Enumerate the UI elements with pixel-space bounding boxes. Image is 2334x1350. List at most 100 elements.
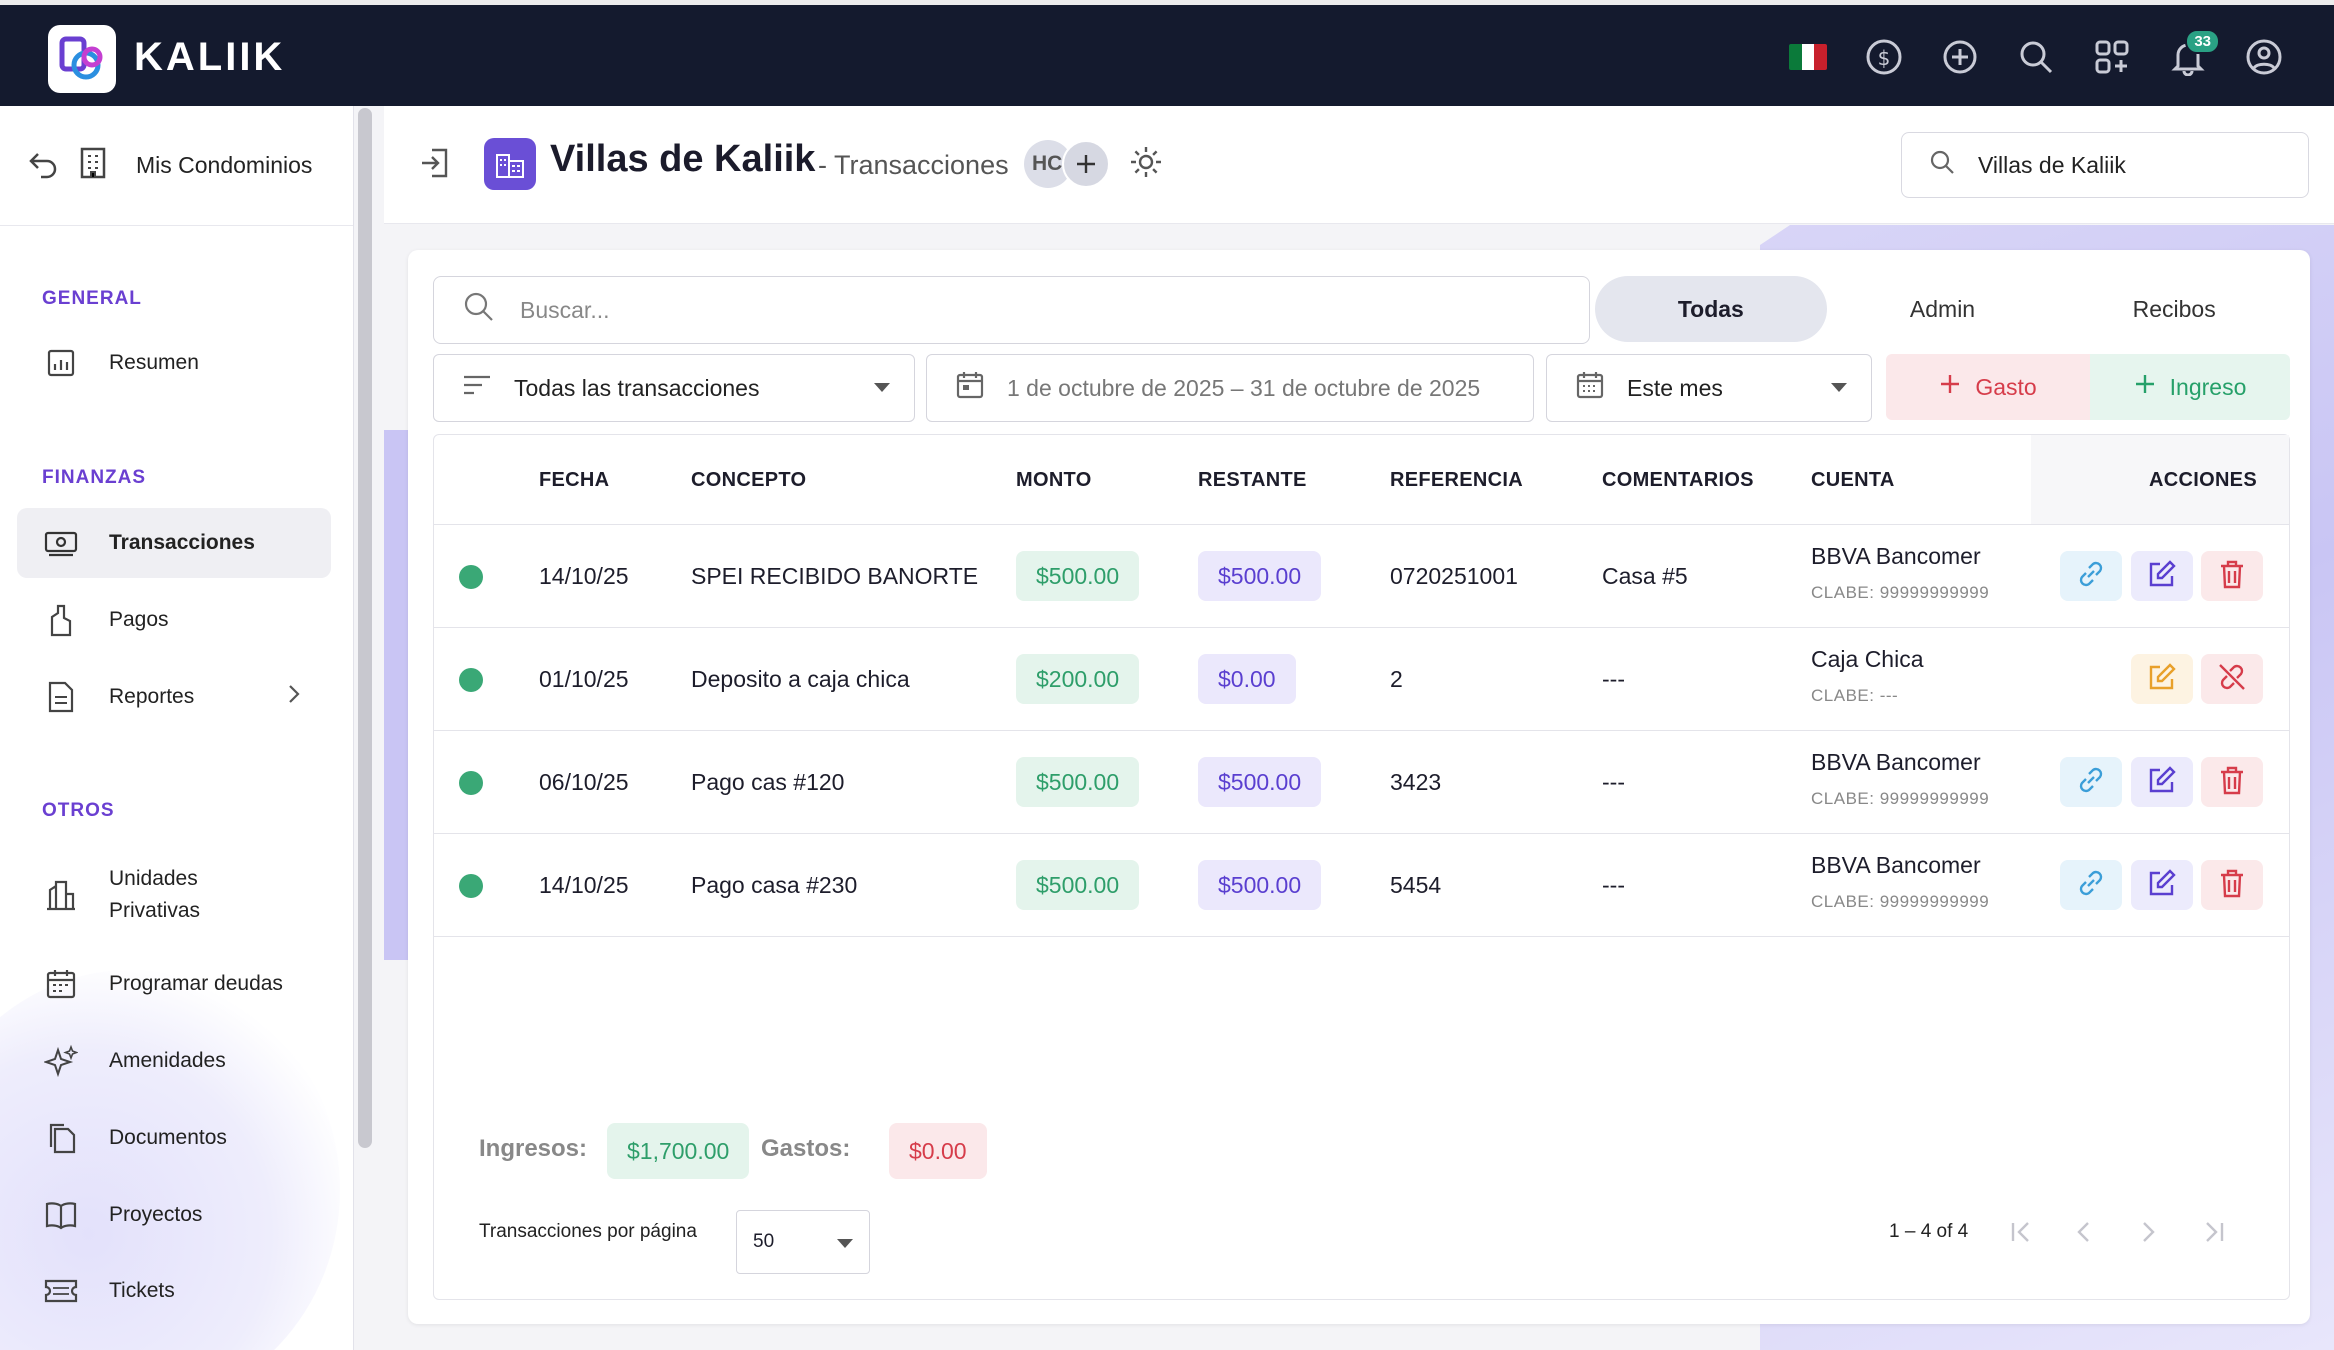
transactions-search-input[interactable]: Buscar...: [433, 276, 1590, 344]
sidebar-item-resumen[interactable]: Resumen: [17, 328, 331, 398]
hand-pay-icon: [43, 602, 79, 638]
table-row[interactable]: 14/10/25 Pago casa #230 $500.00 $500.00 …: [434, 834, 2289, 937]
add-gasto-button[interactable]: Gasto: [1886, 354, 2090, 420]
sidebar-item-documentos[interactable]: Documentos: [17, 1103, 331, 1173]
delete-button[interactable]: [2201, 860, 2263, 910]
tab-todas[interactable]: Todas: [1595, 276, 1827, 342]
unidades-line1: Unidades: [109, 867, 198, 890]
sidebar-item-unidades-privativas[interactable]: Unidades Privativas: [17, 852, 331, 938]
sidebar-item-tickets[interactable]: Tickets: [17, 1256, 331, 1326]
book-icon: [43, 1197, 79, 1233]
collapse-sidebar-icon[interactable]: [418, 146, 452, 185]
plus-icon: [1939, 373, 1961, 401]
add-ingreso-button[interactable]: Ingreso: [2090, 354, 2290, 420]
kaliik-logo-icon[interactable]: [48, 25, 116, 93]
tab-admin[interactable]: Admin: [1909, 295, 1976, 322]
row-concepto: SPEI RECIBIDO BANORTE: [691, 563, 979, 589]
trash-icon: [2217, 558, 2247, 595]
row-clabe: CLABE: 99999999999: [1811, 892, 1990, 911]
table-header: FECHA CONCEPTO MONTO RESTANTE REFERENCIA…: [434, 435, 2289, 525]
per-page-select[interactable]: 50: [736, 1210, 870, 1274]
back-arrow-icon[interactable]: [26, 146, 60, 185]
search-icon: [462, 290, 496, 330]
transaction-type-select[interactable]: Todas las transacciones: [433, 354, 915, 422]
row-restante: $500.00: [1198, 551, 1322, 601]
edit-button[interactable]: [2131, 551, 2193, 601]
prev-page-icon[interactable]: [2074, 1219, 2094, 1250]
status-dot: [459, 668, 483, 692]
status-dot: [459, 771, 483, 795]
condo-search-value: Villas de Kaliik: [1978, 151, 2126, 178]
period-select[interactable]: Este mes: [1546, 354, 1872, 422]
delete-button[interactable]: [2201, 757, 2263, 807]
chevron-down-icon: [874, 383, 890, 392]
sidebar-item-label: Transacciones: [109, 531, 255, 554]
col-referencia[interactable]: REFERENCIA: [1390, 469, 1524, 491]
link-button[interactable]: [2060, 551, 2122, 601]
edit-button[interactable]: [2131, 757, 2193, 807]
add-member-button[interactable]: [1062, 140, 1110, 188]
table-row[interactable]: 01/10/25 Deposito a caja chica $200.00 $…: [434, 628, 2289, 731]
link-button[interactable]: [2060, 860, 2122, 910]
back-to-condos[interactable]: Mis Condominios: [0, 106, 353, 226]
back-label: Mis Condominios: [136, 152, 313, 178]
notifications-bell-icon[interactable]: 33: [2166, 29, 2220, 79]
date-range-input[interactable]: 1 de octubre de 2025 – 31 de octubre de …: [926, 354, 1534, 422]
row-clabe: CLABE: 99999999999: [1811, 583, 1990, 602]
sidebar-scrollbar[interactable]: [358, 108, 372, 1148]
calendar-icon: [43, 966, 79, 1002]
filter-lines-icon: [462, 373, 492, 403]
row-restante: $500.00: [1198, 860, 1322, 910]
chevron-right-icon[interactable]: [287, 683, 301, 711]
sparkles-icon: [43, 1043, 79, 1079]
mexico-flag-icon[interactable]: [1786, 35, 1830, 79]
sidebar-item-label: Reportes: [109, 685, 195, 708]
currency-exchange-icon[interactable]: $: [1862, 35, 1906, 79]
table-row[interactable]: 14/10/25 SPEI RECIBIDO BANORTE $500.00 $…: [434, 525, 2289, 628]
add-circle-icon[interactable]: [1938, 35, 1982, 79]
col-concepto[interactable]: CONCEPTO: [691, 469, 807, 491]
ingresos-total: $1,700.00: [607, 1123, 750, 1179]
next-page-icon[interactable]: [2138, 1219, 2158, 1250]
top-bar: KALIIK $ 33: [0, 0, 2334, 106]
condo-search-input[interactable]: Villas de Kaliik: [1901, 132, 2309, 198]
sidebar-item-reportes[interactable]: Reportes: [17, 662, 331, 732]
search-icon: [1928, 148, 1956, 182]
link-button[interactable]: [2060, 757, 2122, 807]
search-icon[interactable]: [2014, 35, 2058, 79]
edit-button[interactable]: [2131, 860, 2193, 910]
row-monto: $500.00: [1016, 757, 1140, 807]
col-comentarios[interactable]: COMENTARIOS: [1602, 469, 1754, 491]
col-monto[interactable]: MONTO: [1016, 469, 1092, 491]
page-header: Villas de Kaliik - Transacciones HC Vill…: [384, 106, 2334, 224]
user-account-icon[interactable]: [2242, 35, 2286, 79]
sidebar-item-label: Unidades Privativas: [109, 863, 200, 927]
table-row[interactable]: 06/10/25 Pago cas #120 $500.00 $500.00 3…: [434, 731, 2289, 834]
row-cuenta: Caja Chica: [1811, 646, 1924, 672]
sidebar-item-proyectos[interactable]: Proyectos: [17, 1180, 331, 1250]
sidebar-item-programar-deudas[interactable]: Programar deudas: [17, 949, 331, 1019]
page-subtitle: - Transacciones: [818, 150, 1009, 180]
first-page-icon[interactable]: [2008, 1219, 2036, 1250]
col-fecha[interactable]: FECHA: [539, 469, 610, 491]
per-page-value: 50: [753, 1231, 775, 1252]
sidebar-item-amenidades[interactable]: Amenidades: [17, 1026, 331, 1096]
ingresos-label: Ingresos:: [479, 1135, 588, 1162]
sidebar-item-pagos[interactable]: Pagos: [17, 585, 331, 655]
unlink-button[interactable]: [2201, 654, 2263, 704]
settings-gear-icon[interactable]: [1128, 144, 1164, 185]
pagination-range: 1 – 4 of 4: [1889, 1221, 1969, 1242]
sidebar-item-transacciones[interactable]: Transacciones: [17, 508, 331, 578]
last-page-icon[interactable]: [2199, 1219, 2227, 1250]
row-restante: $0.00: [1198, 654, 1296, 704]
tab-recibos[interactable]: Recibos: [2132, 295, 2216, 322]
apps-grid-icon[interactable]: [2090, 35, 2134, 79]
status-dot: [459, 565, 483, 589]
delete-button[interactable]: [2201, 551, 2263, 601]
col-cuenta[interactable]: CUENTA: [1811, 469, 1895, 491]
status-dot: [459, 874, 483, 898]
unidades-line2: Privativas: [109, 899, 201, 922]
ticket-icon: [43, 1273, 79, 1309]
edit-button[interactable]: [2131, 654, 2193, 704]
col-restante[interactable]: RESTANTE: [1198, 469, 1307, 491]
